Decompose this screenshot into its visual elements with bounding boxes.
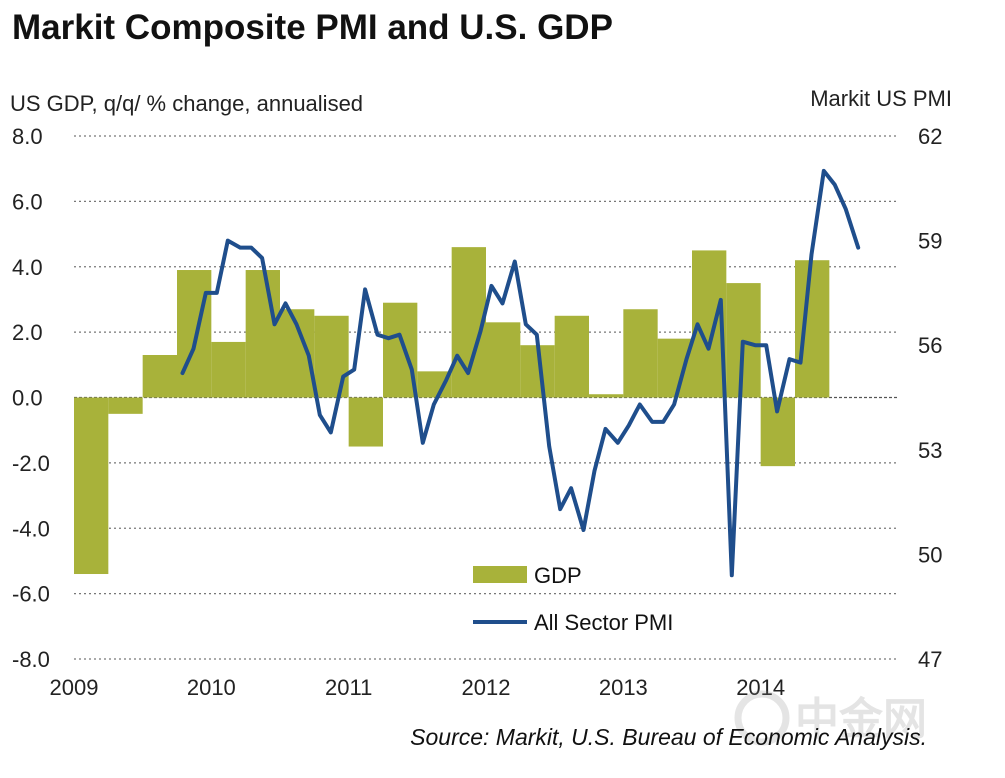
left-tick-label: 2.0 — [12, 320, 43, 345]
x-axis-ticks: 2009 2010 2011 2012 2013 2014 — [50, 675, 786, 700]
chart-title: Markit Composite PMI and U.S. GDP — [12, 8, 613, 47]
left-tick-label: 0.0 — [12, 386, 43, 411]
right-tick-label: 59 — [918, 229, 942, 254]
gdp-bar — [554, 315, 589, 398]
pmi-line — [180, 168, 861, 578]
right-tick-label: 53 — [918, 438, 942, 463]
left-tick-label: -2.0 — [12, 451, 50, 476]
left-axis-label: US GDP, q/q/ % change, annualised — [10, 91, 363, 116]
legend-gdp-label: GDP — [534, 563, 582, 588]
gdp-bar — [314, 315, 349, 398]
right-axis-ticks: 62 59 56 53 50 47 — [918, 124, 942, 672]
gdp-bar — [142, 355, 177, 398]
x-tick-label: 2011 — [325, 675, 372, 700]
x-tick-label: 2013 — [599, 675, 648, 700]
left-tick-label: -6.0 — [12, 582, 50, 607]
gdp-bar — [795, 260, 830, 398]
gdp-bar — [657, 338, 692, 398]
x-tick-label: 2010 — [187, 675, 236, 700]
right-tick-label: 50 — [918, 542, 942, 567]
left-tick-label: -8.0 — [12, 647, 50, 672]
gdp-bar — [623, 309, 658, 398]
gdp-bar — [211, 341, 246, 398]
gdp-bar — [74, 397, 109, 575]
gdp-bar — [108, 397, 143, 414]
legend-pmi-label: All Sector PMI — [534, 610, 673, 635]
source-note: Source: Markit, U.S. Bureau of Economic … — [410, 724, 927, 750]
legend: GDP All Sector PMI — [473, 563, 673, 635]
watermark-circle-icon — [734, 690, 790, 746]
left-tick-label: 4.0 — [12, 255, 43, 280]
right-tick-label: 56 — [918, 333, 942, 358]
x-tick-label: 2014 — [736, 675, 785, 700]
watermark-text: 中金网 — [795, 694, 927, 745]
left-tick-label: -4.0 — [12, 516, 50, 541]
left-tick-label: 6.0 — [12, 189, 43, 214]
gdp-bar — [348, 397, 383, 447]
right-tick-label: 47 — [918, 647, 942, 672]
x-tick-label: 2009 — [50, 675, 99, 700]
gdp-bar — [589, 394, 624, 398]
watermark-logo: 中金网 — [734, 690, 927, 746]
gdp-bar — [245, 270, 280, 398]
legend-gdp-swatch — [473, 566, 527, 583]
gdp-bar — [486, 322, 521, 398]
x-tick-label: 2012 — [462, 675, 511, 700]
pmi-line-layer — [180, 168, 861, 578]
left-axis-ticks: 8.0 6.0 4.0 2.0 0.0 -2.0 -4.0 -6.0 -8.0 — [12, 124, 50, 672]
gdp-bar — [177, 270, 212, 398]
right-axis-label: Markit US PMI — [810, 86, 952, 111]
gdp-bars — [74, 247, 830, 575]
right-tick-label: 62 — [918, 124, 942, 149]
left-tick-label: 8.0 — [12, 124, 43, 149]
